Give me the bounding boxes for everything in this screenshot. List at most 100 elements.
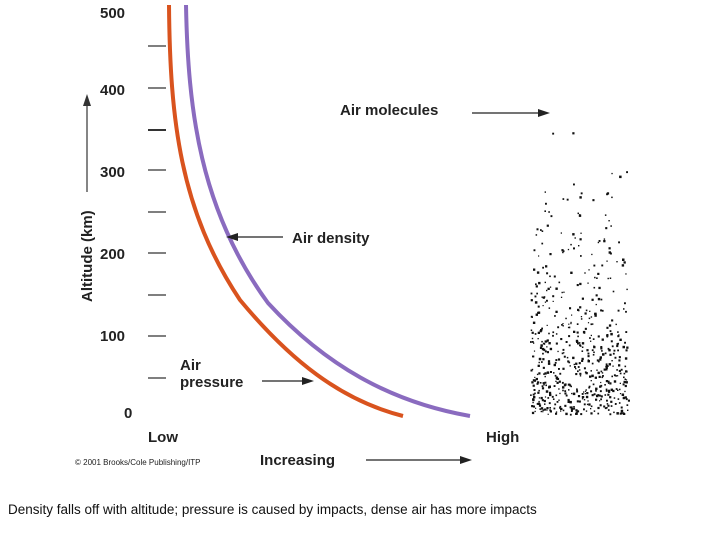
molecule-dot [578,400,581,403]
molecule-dot [617,342,619,345]
molecule-dot [559,405,562,408]
molecule-dot [588,403,591,406]
molecule-dot [578,342,581,344]
tick-label-400: 400 [100,82,125,99]
molecule-dot [560,407,563,410]
molecule-dot [537,402,540,405]
molecule-dot [599,404,602,407]
molecule-dot [624,384,627,388]
molecule-dot [580,192,583,195]
molecule-dot [618,241,620,244]
y-axis-title: Altitude (km) [79,210,96,302]
molecule-dot [565,317,567,320]
molecule-dot [571,392,573,395]
molecule-dot [611,196,613,199]
molecule-dot [534,392,536,395]
molecule-dot [579,344,581,347]
molecule-dot [611,360,613,362]
molecule-dot [624,357,628,360]
molecule-dot [573,363,575,366]
molecule-dot [579,306,582,309]
molecule-dot [617,398,620,400]
molecule-dot [602,353,605,356]
molecule-dot [604,394,607,396]
molecule-dot [554,315,556,317]
molecule-dot [572,356,575,360]
molecule-dot [573,183,575,186]
molecule-dot [543,399,546,403]
molecule-dot [599,358,602,361]
molecule-dot [538,281,541,285]
molecule-dot [595,387,598,390]
molecule-dot [567,248,570,251]
molecule-dot [558,380,561,383]
molecule-dot [560,296,563,298]
molecule-dot [606,334,609,336]
molecule-dot [566,356,569,359]
molecule-dot [612,352,615,355]
molecule-dot [548,211,550,213]
molecule-dot [592,199,595,202]
molecule-dot [570,322,572,325]
molecule-dot [535,407,537,409]
molecule-dot [549,410,552,413]
molecule-dot [531,405,534,408]
molecule-dot [544,350,547,353]
molecule-dot [568,389,570,391]
molecule-dot [562,386,565,389]
molecule-dot [608,247,611,250]
molecule-dot [532,405,535,408]
molecule-dot [573,406,575,408]
molecule-dot [622,383,625,386]
molecule-dot [619,175,622,179]
molecule-dot [615,388,618,390]
molecule-dot [619,412,622,415]
molecule-dot [594,314,597,317]
molecule-dot [569,406,572,409]
molecule-dot [609,382,612,385]
molecule-dot [583,367,586,370]
molecule-dot [620,368,623,371]
molecule-dot [608,220,610,222]
molecule-dot [588,386,590,389]
molecule-dot [547,413,549,415]
molecule-dot [605,366,608,369]
molecule-dot [610,405,613,407]
molecule-dot [591,374,594,378]
molecule-dot [552,132,555,135]
molecule-dot [579,372,582,375]
molecule-dot [540,407,544,410]
molecule-dot [538,361,540,364]
molecule-dot [618,369,621,372]
air-pressure-curve [167,4,404,418]
x-label-low: Low [148,429,178,446]
molecule-dot [613,374,616,377]
molecule-dot [580,413,583,416]
molecule-dot [596,394,599,398]
molecule-dot [537,305,540,308]
molecule-dot [587,282,589,284]
molecule-dot [553,363,556,367]
molecule-dot [581,393,584,395]
air-pressure-label-line2: pressure [180,374,243,391]
molecule-dot [567,326,570,329]
molecule-dot [605,388,608,391]
molecule-dot [553,407,556,410]
molecule-dot [562,389,564,392]
molecule-dot [541,327,543,330]
molecule-dot [600,395,603,398]
molecule-dot [626,288,628,291]
molecule-dot [589,310,591,312]
molecule-dot [549,253,552,256]
molecule-dot [554,361,557,364]
molecule-dot [544,372,547,375]
molecule-dot [547,287,550,290]
molecule-dot [595,303,597,306]
molecule-dot [581,350,584,352]
tick-label-500: 500 [100,5,125,22]
molecule-dot [564,392,567,395]
molecule-dot [548,307,551,309]
molecule-dot [563,352,565,354]
molecule-dot [555,411,558,413]
molecule-dot [567,360,570,363]
